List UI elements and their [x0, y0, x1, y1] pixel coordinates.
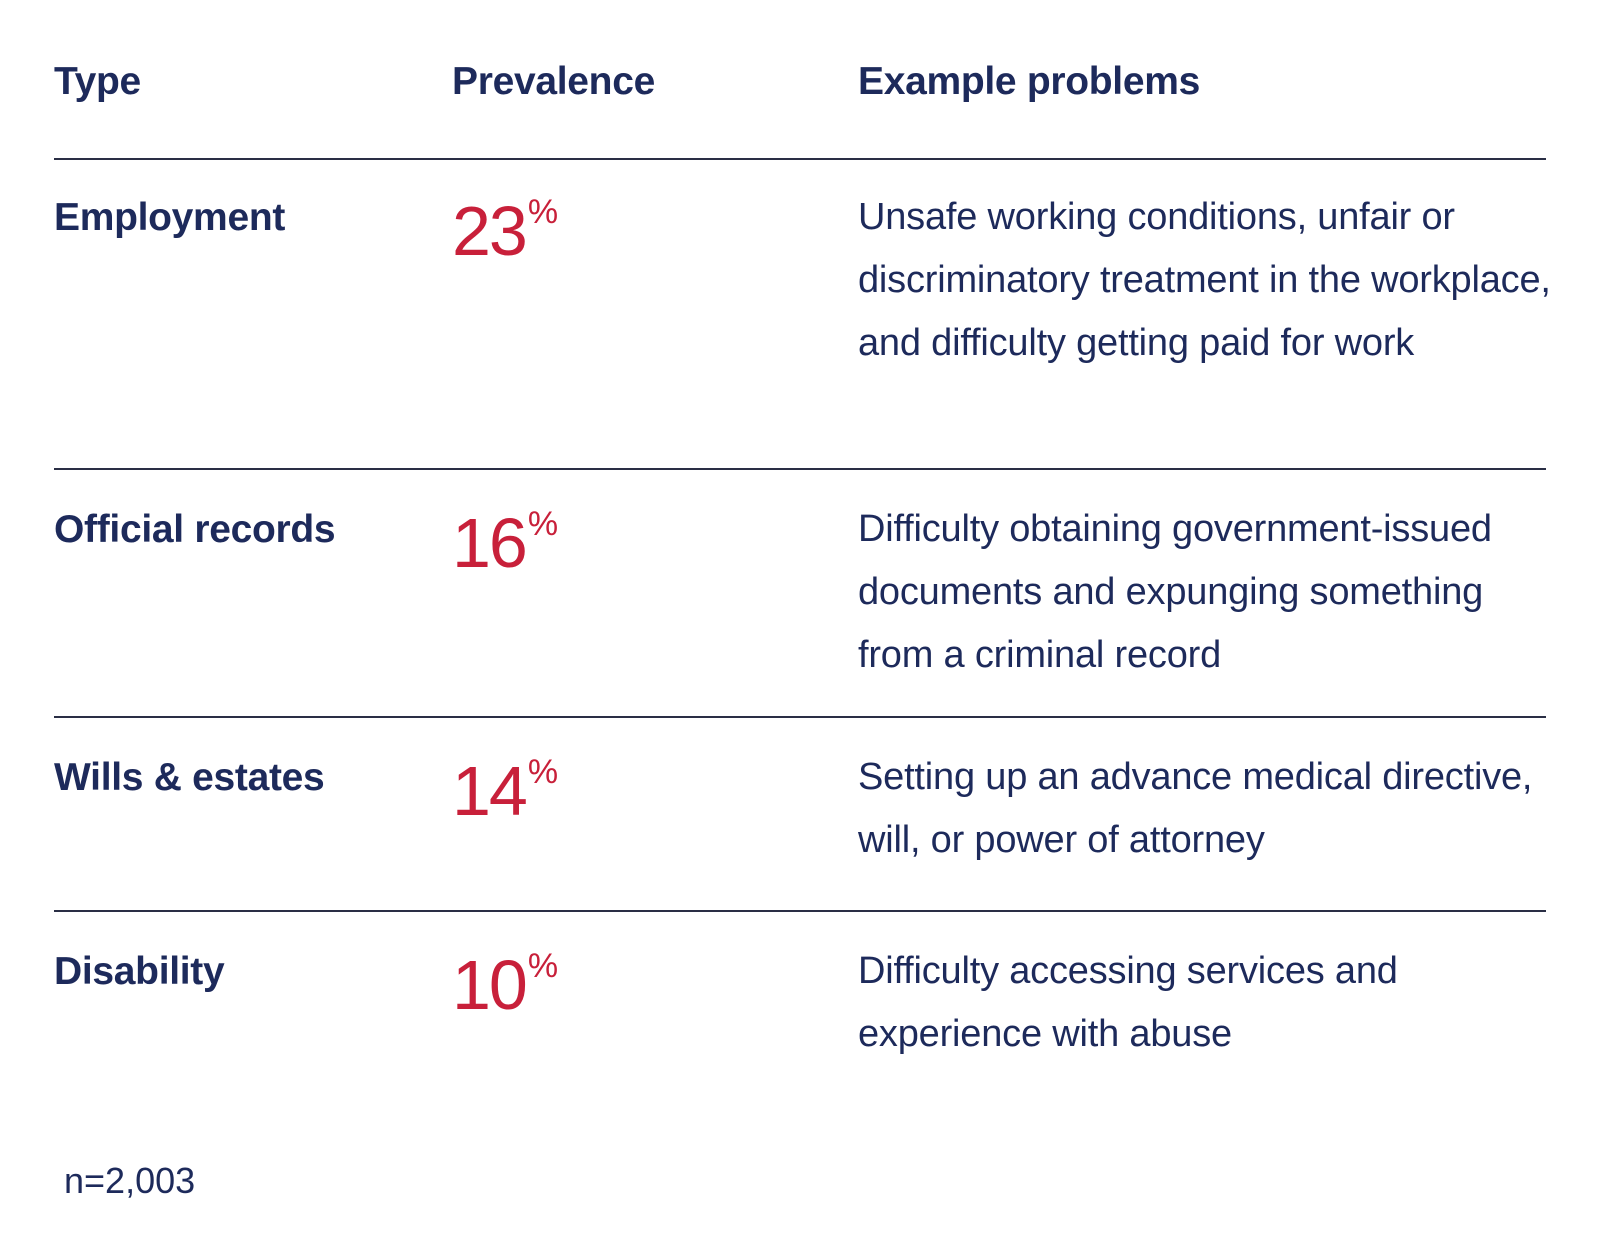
- row-example-text: Difficulty obtaining government-issued d…: [858, 508, 1492, 676]
- row-type-label: Official records: [54, 508, 336, 551]
- row-prevalence: 10%: [452, 947, 559, 1020]
- prevalence-unit: %: [527, 505, 559, 543]
- row-example-text: Difficulty accessing services and experi…: [858, 950, 1398, 1055]
- prevalence-unit: %: [527, 753, 559, 791]
- row-prevalence: 16%: [452, 505, 559, 578]
- row-divider: [54, 716, 1546, 718]
- row-prevalence: 14%: [452, 753, 559, 826]
- column-header-example-problems: Example problems: [858, 60, 1200, 103]
- row-divider: [54, 910, 1546, 912]
- prevalence-unit: %: [527, 947, 559, 985]
- row-example-text: Setting up an advance medical directive,…: [858, 756, 1533, 861]
- prevalence-value: 16: [452, 504, 528, 582]
- row-divider: [54, 468, 1546, 470]
- row-example-text: Unsafe working conditions, unfair or dis…: [858, 196, 1551, 364]
- column-header-prevalence: Prevalence: [452, 60, 655, 103]
- prevalence-unit: %: [527, 193, 559, 231]
- prevalence-value: 14: [452, 752, 528, 830]
- row-type-label: Disability: [54, 950, 225, 993]
- prevalence-value: 23: [452, 192, 528, 270]
- prevalence-value: 10: [452, 946, 528, 1024]
- row-prevalence: 23%: [452, 193, 559, 266]
- row-type-label: Wills & estates: [54, 756, 325, 799]
- column-header-type: Type: [54, 60, 141, 103]
- header-divider: [54, 158, 1546, 160]
- sample-size-note: n=2,003: [64, 1160, 196, 1201]
- row-type-label: Employment: [54, 196, 286, 239]
